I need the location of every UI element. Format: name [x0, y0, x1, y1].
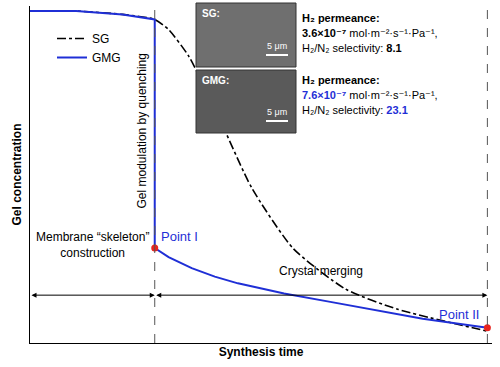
svg-text:H₂/N₂ selectivity: 8.1: H₂/N₂ selectivity: 8.1 [302, 42, 402, 54]
svg-text:Synthesis time: Synthesis time [219, 345, 304, 359]
svg-text:SG: SG [92, 32, 109, 46]
svg-text:Crystal merging: Crystal merging [279, 264, 363, 278]
svg-text:GMG: GMG [92, 51, 121, 65]
svg-text:3.6×10⁻⁷ mol·m⁻²·s⁻¹·Pa⁻¹,: 3.6×10⁻⁷ mol·m⁻²·s⁻¹·Pa⁻¹, [302, 27, 438, 39]
svg-text:5 μm: 5 μm [267, 41, 287, 51]
svg-text:H₂/N₂ selectivity: 23.1: H₂/N₂ selectivity: 23.1 [302, 104, 408, 116]
svg-text:H₂ permeance:: H₂ permeance: [302, 12, 380, 24]
svg-text:GMG:: GMG: [202, 75, 229, 86]
svg-text:Gel concentration: Gel concentration [10, 123, 24, 225]
svg-text:H₂ permeance:: H₂ permeance: [302, 74, 380, 86]
svg-text:Gel modulation by quenching: Gel modulation by quenching [135, 53, 149, 208]
svg-text:Membrane “skeleton”constructio: Membrane “skeleton”construction [36, 230, 149, 260]
svg-text:SG:: SG: [202, 8, 220, 19]
svg-text:Point II: Point II [439, 307, 479, 322]
svg-text:Point I: Point I [161, 229, 198, 244]
svg-text:7.6×10⁻⁷ mol·m⁻²·s⁻¹·Pa⁻¹,: 7.6×10⁻⁷ mol·m⁻²·s⁻¹·Pa⁻¹, [302, 89, 438, 101]
svg-text:5 μm: 5 μm [267, 107, 287, 117]
